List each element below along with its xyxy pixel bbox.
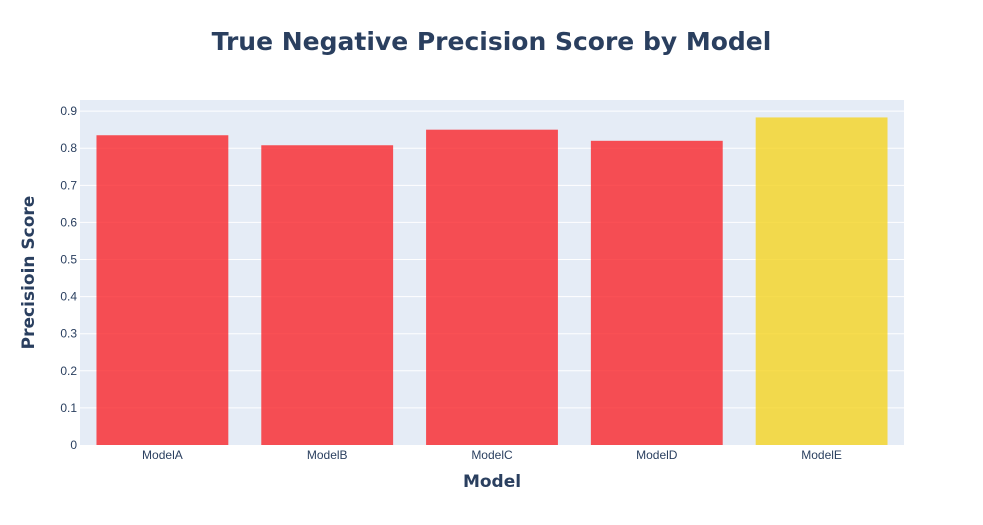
bar-modele[interactable]: [755, 117, 888, 445]
bar-modelc[interactable]: [426, 129, 558, 445]
y-tick-label: 0.1: [60, 401, 77, 415]
y-tick-label: 0.2: [60, 364, 77, 378]
x-tick-label: ModelC: [471, 448, 513, 462]
y-tick-label: 0.9: [60, 104, 77, 118]
y-tick-label: 0.7: [60, 178, 77, 192]
x-tick-label: ModelD: [636, 448, 678, 462]
y-tick-label: 0.5: [60, 253, 77, 267]
y-tick-label: 0.3: [60, 327, 77, 341]
y-tick-label: 0.6: [60, 215, 77, 229]
x-tick-label: ModelA: [142, 448, 183, 462]
x-tick-label: ModelB: [307, 448, 348, 462]
y-tick-label: 0: [70, 438, 77, 452]
y-tick-label: 0.8: [60, 141, 77, 155]
bars: [96, 117, 888, 446]
bar-modela[interactable]: [96, 135, 229, 445]
y-axis-title: Precisioin Score: [19, 196, 39, 350]
x-axis-ticks: ModelA ModelB ModelC ModelD ModelE: [142, 448, 842, 462]
bar-modelb[interactable]: [261, 145, 394, 446]
bar-modeld[interactable]: [590, 140, 723, 445]
y-tick-label: 0.4: [60, 290, 77, 304]
y-axis-ticks: 0 0.1 0.2 0.3 0.4 0.5 0.6 0.7 0.8 0.9: [60, 104, 77, 452]
chart-title: True Negative Precision Score by Model: [212, 27, 772, 56]
x-tick-label: ModelE: [801, 448, 842, 462]
x-axis-title: Model: [463, 472, 521, 492]
